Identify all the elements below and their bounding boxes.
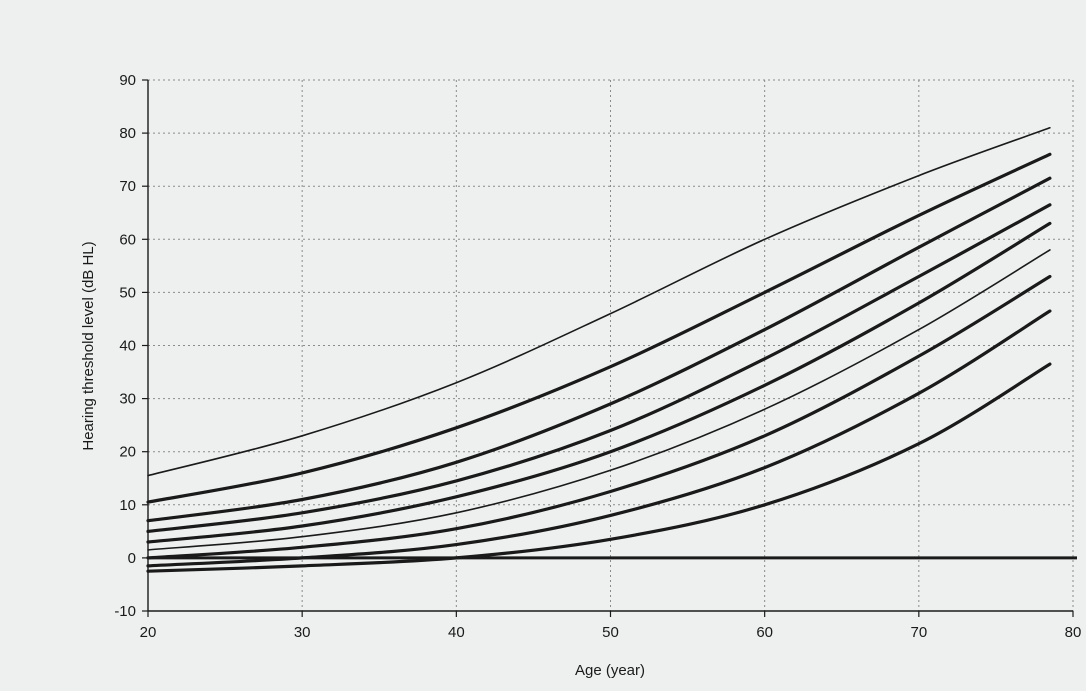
y-tick-label: 0 (128, 550, 136, 567)
x-tick-label: 40 (448, 624, 465, 641)
series-line-9 (146, 362, 1052, 573)
series-line-8 (146, 309, 1052, 568)
y-tick-label: 70 (119, 178, 136, 195)
grid-lines (148, 79, 1074, 612)
series-line-4 (146, 203, 1052, 533)
y-tick-label: 40 (119, 338, 136, 355)
y-tick-label: 50 (119, 284, 136, 301)
series-line-3 (146, 176, 1052, 523)
x-tick-label: 50 (602, 624, 619, 641)
series-lines (146, 127, 1052, 573)
y-axis-title: Hearing threshold level (dB HL) (80, 241, 97, 450)
y-tick-label: 80 (119, 125, 136, 142)
x-tick-label: 20 (140, 624, 157, 641)
y-tick-label: 20 (119, 444, 136, 461)
x-tick-label: 30 (294, 624, 311, 641)
y-tick-label: -10 (114, 603, 136, 620)
series-line-1 (147, 127, 1051, 477)
y-tick-label: 30 (119, 391, 136, 408)
x-tick-label: 60 (756, 624, 773, 641)
series-line-5 (146, 221, 1052, 544)
x-tick-label: 80 (1065, 624, 1082, 641)
y-tick-label: 60 (119, 231, 136, 248)
tick-labels: -10 0 10 20 30 40 50 60 70 80 90 20 30 40 50 60 70 80 (114, 72, 1081, 641)
x-tick-label: 70 (910, 624, 927, 641)
series-line-2 (146, 152, 1052, 504)
y-tick-label: 90 (119, 72, 136, 89)
series-line-7 (146, 274, 1052, 560)
y-tick-label: 10 (119, 497, 136, 514)
x-axis-title: Age (year) (575, 662, 645, 679)
series-line-6 (147, 249, 1051, 551)
axes (142, 79, 1077, 617)
